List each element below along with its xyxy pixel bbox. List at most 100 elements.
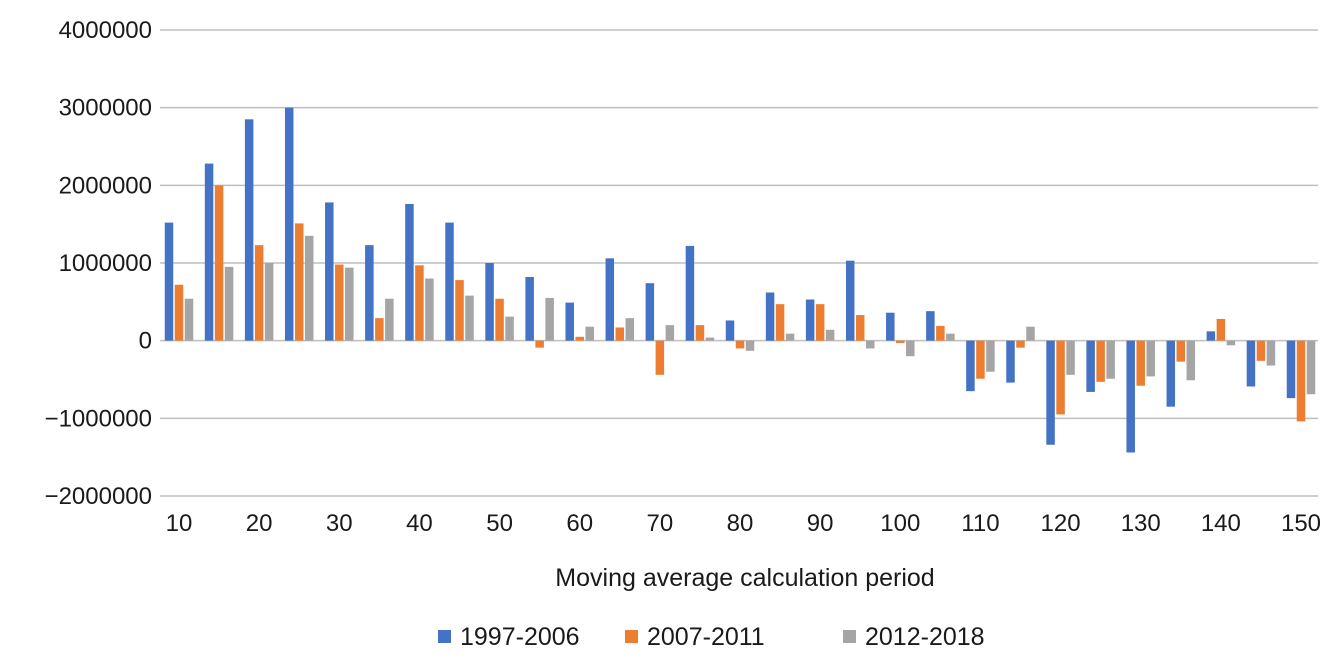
bar-1997-2006-100 [886, 312, 895, 341]
x-tick-label: 80 [727, 510, 754, 537]
bar-2007-2011-50 [495, 298, 504, 341]
bar-2012-2018-75 [705, 337, 715, 341]
bar-2012-2018-40 [425, 278, 434, 341]
x-tick-label: 130 [1121, 510, 1161, 537]
bar-1997-2006-140 [1206, 331, 1216, 341]
y-tick-label: 0 [139, 328, 152, 355]
bar-2007-2011-85 [775, 304, 785, 341]
legend-label: 2012-2018 [865, 623, 985, 651]
bar-2012-2018-145 [1266, 340, 1276, 366]
bar-2007-2011-60 [575, 336, 584, 341]
gridlines [160, 29, 1318, 497]
bar-2007-2011-105 [936, 325, 945, 341]
bar-2012-2018-55 [545, 297, 554, 341]
x-tick-label: 40 [406, 510, 433, 537]
legend-swatch [843, 630, 856, 643]
legend-swatch [438, 630, 451, 643]
bar-2012-2018-80 [745, 340, 755, 351]
x-tick-label: 60 [566, 510, 593, 537]
bar-2012-2018-90 [825, 329, 835, 341]
y-tick-label: 2000000 [59, 172, 152, 199]
bar-2012-2018-30 [345, 267, 354, 341]
bar-2007-2011-150 [1296, 340, 1306, 422]
x-tick-label: 110 [961, 510, 999, 537]
bar-2007-2011-40 [415, 265, 424, 341]
bar-2012-2018-15 [224, 266, 234, 341]
x-axis-title: Moving average calculation period [555, 564, 934, 592]
legend-label: 2007-2011 [647, 623, 765, 651]
bar-1997-2006-110 [966, 340, 975, 392]
bar-2007-2011-10 [174, 284, 184, 341]
bar-2012-2018-70 [665, 325, 675, 341]
x-tick-label: 50 [486, 510, 513, 537]
bar-2012-2018-25 [304, 235, 314, 341]
bar-2012-2018-115 [1026, 326, 1035, 341]
bar-2012-2018-85 [785, 333, 795, 341]
bar-2007-2011-80 [735, 340, 745, 349]
bar-2007-2011-90 [815, 304, 825, 341]
bar-1997-2006-60 [565, 302, 574, 341]
bar-2007-2011-145 [1256, 340, 1266, 361]
x-tick-label: 70 [647, 510, 674, 537]
bar-2007-2011-35 [375, 318, 384, 341]
bar-2012-2018-65 [625, 318, 635, 341]
bar-1997-2006-45 [445, 222, 454, 341]
bar-2012-2018-35 [385, 298, 394, 341]
bar-2007-2011-25 [294, 223, 304, 341]
bar-2012-2018-120 [1066, 340, 1075, 375]
bar-2012-2018-20 [264, 263, 274, 341]
bar-2007-2011-110 [976, 340, 985, 379]
bar-1997-2006-75 [685, 245, 695, 341]
y-tick-label: 1000000 [59, 250, 152, 277]
bar-1997-2006-105 [926, 311, 935, 341]
bar-2012-2018-130 [1146, 340, 1155, 377]
bar-2012-2018-110 [986, 340, 995, 372]
bar-2012-2018-100 [906, 340, 915, 357]
bar-2007-2011-65 [615, 327, 625, 341]
bar-1997-2006-25 [284, 107, 294, 341]
bar-1997-2006-50 [485, 263, 494, 341]
y-axis-tick-labels: 4000000 3000000 2000000 1000000 0 −1000000 −20… [45, 17, 152, 510]
bars [164, 107, 1316, 453]
bar-1997-2006-115 [1006, 340, 1015, 383]
legend: 1997-2006 2007-2011 2012-2018 [438, 623, 985, 651]
bar-2007-2011-95 [855, 315, 865, 341]
bar-2012-2018-140 [1226, 340, 1236, 346]
bar-2012-2018-10 [184, 298, 194, 341]
legend-swatch [625, 630, 638, 643]
x-tick-label: 120 [1041, 510, 1081, 537]
bar-1997-2006-150 [1286, 340, 1296, 399]
bar-2007-2011-140 [1216, 318, 1226, 341]
bar-2012-2018-60 [585, 326, 594, 341]
bar-2012-2018-95 [865, 340, 875, 349]
bar-1997-2006-85 [765, 292, 775, 341]
bar-1997-2006-135 [1166, 340, 1176, 407]
bar-2007-2011-45 [455, 280, 464, 341]
x-tick-label: 30 [326, 510, 353, 537]
bar-2007-2011-70 [655, 340, 665, 375]
bar-2007-2011-20 [254, 245, 264, 341]
bar-1997-2006-90 [805, 299, 815, 341]
bar-2007-2011-75 [695, 325, 705, 341]
x-tick-label: 90 [807, 510, 834, 537]
bar-2012-2018-150 [1306, 340, 1316, 395]
y-tick-label: 3000000 [59, 95, 152, 122]
bar-1997-2006-20 [244, 119, 254, 341]
bar-1997-2006-80 [725, 320, 735, 341]
bar-1997-2006-10 [164, 222, 174, 341]
bar-1997-2006-120 [1046, 340, 1055, 445]
bar-2007-2011-130 [1136, 340, 1145, 386]
bar-2007-2011-135 [1176, 340, 1186, 362]
bar-2007-2011-115 [1016, 340, 1025, 348]
bar-2012-2018-125 [1106, 340, 1115, 379]
bar-2007-2011-125 [1096, 340, 1105, 382]
bar-1997-2006-30 [325, 202, 334, 341]
bar-2007-2011-100 [896, 340, 905, 343]
bar-2007-2011-30 [335, 264, 344, 341]
x-tick-label: 20 [246, 510, 273, 537]
bar-2012-2018-50 [505, 316, 514, 341]
bar-1997-2006-15 [204, 163, 214, 341]
bar-1997-2006-55 [525, 276, 534, 341]
x-tick-label: 150 [1281, 510, 1321, 537]
